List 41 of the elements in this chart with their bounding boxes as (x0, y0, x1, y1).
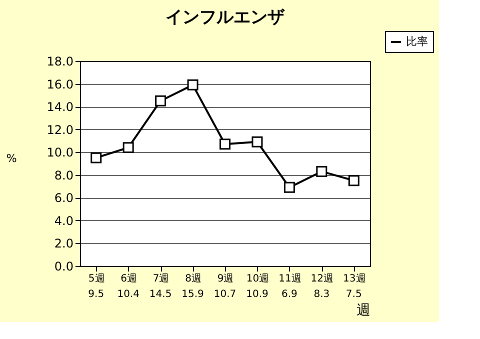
y-tick-label: 8.0 (54, 168, 74, 182)
x-tick-label: 7週 (152, 274, 170, 284)
point (316, 166, 328, 177)
y-tick-label: 4.0 (54, 214, 74, 228)
y-tick-label: 16.0 (46, 77, 74, 92)
y-tick-label: 10.0 (46, 146, 74, 160)
data-label: 10.4 (117, 289, 140, 300)
x-tick-label: 6週 (120, 274, 138, 284)
data-label: 10.9 (246, 289, 268, 300)
point (252, 136, 263, 148)
y-tick-label: 18.0 (46, 54, 74, 68)
x-tick-label: 12週 (310, 274, 334, 284)
point (348, 175, 360, 186)
y-tick-label: 6.0 (54, 191, 74, 206)
point (284, 182, 295, 193)
data-label: 7.5 (346, 289, 362, 300)
point (220, 138, 230, 150)
x-tick-label: 13週 (343, 274, 366, 284)
x-tick-label: 9週 (217, 274, 234, 284)
point (187, 79, 198, 90)
x-tick-label: 11週 (278, 274, 302, 284)
point (90, 152, 102, 164)
y-tick-label: 12.0 (46, 122, 74, 137)
data-label: 15.9 (182, 289, 204, 300)
x-axis-title: 週 (356, 302, 370, 318)
data-label: 6.9 (281, 289, 298, 300)
y-tick-label: 14.0 (46, 100, 74, 114)
data-label: 8.3 (314, 289, 330, 300)
x-tick-label: 8週 (185, 274, 202, 284)
data-label: 10.7 (214, 289, 236, 300)
chart-title: インフルエンザ (166, 8, 286, 28)
data-label: 14.5 (149, 289, 172, 300)
data-label: 9.5 (88, 289, 104, 300)
y-tick-label: 2.0 (54, 236, 74, 251)
y-tick-label: 0.0 (54, 260, 74, 274)
point (122, 142, 134, 154)
x-tick-label: 10週 (246, 274, 270, 284)
y-axis-title: % (6, 152, 17, 165)
x-tick-label: 5週 (88, 274, 105, 284)
legend-label: 比率 (406, 35, 428, 48)
point (155, 95, 166, 106)
